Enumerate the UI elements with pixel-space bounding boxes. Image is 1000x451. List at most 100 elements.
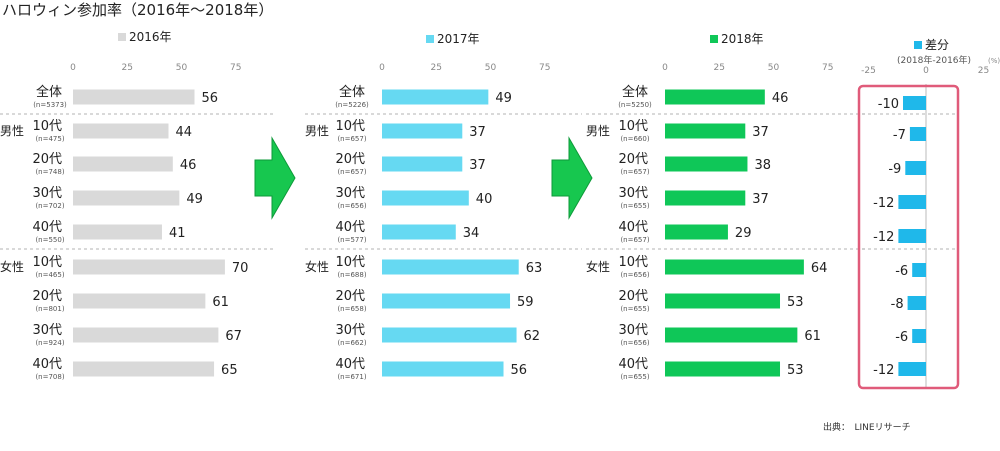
sample-size-label: (n=702) (35, 202, 64, 210)
bar-2017年-7 (382, 327, 517, 343)
x-tick-label: 0 (70, 63, 76, 73)
bar-2017年-2 (382, 156, 463, 172)
legend-label: 差分 (925, 38, 949, 52)
sample-size-label: (n=475) (35, 135, 64, 143)
bar-2016年-6 (73, 293, 206, 309)
x-tick-label: 25 (714, 63, 725, 73)
sample-size-label: (n=5373) (33, 101, 67, 109)
value-label: 44 (175, 125, 192, 140)
group-label-male: 男性 (0, 124, 24, 138)
category-label: 20代 (618, 289, 648, 304)
category-label: 30代 (32, 323, 62, 338)
bar-2018年-2 (665, 156, 748, 172)
value-label: 67 (225, 329, 242, 344)
value-label: 29 (735, 226, 752, 241)
sample-size-label: (n=5250) (618, 101, 652, 109)
group-label-female: 女性 (305, 259, 329, 274)
value-label: 46 (772, 91, 789, 106)
category-label: 40代 (618, 357, 648, 372)
x-tick-label: 0 (923, 66, 929, 76)
diff-bar-8 (898, 362, 926, 376)
value-label: 46 (180, 158, 197, 173)
bar-2017年-6 (382, 293, 511, 309)
x-tick-label: 50 (485, 63, 497, 73)
category-label: 10代 (32, 119, 62, 134)
bar-2017年-1 (382, 123, 463, 139)
value-label: 53 (787, 295, 804, 310)
sample-size-label: (n=657) (620, 168, 649, 176)
diff-value-label: -9 (888, 162, 901, 177)
x-tick-label: 25 (122, 63, 133, 73)
legend-label: 2018年 (721, 32, 764, 46)
page-title: ハロウィン参加率（2016年～2018年） (2, 1, 273, 19)
x-tick-label: 25 (431, 63, 442, 73)
sample-size-label: (n=924) (35, 339, 64, 347)
bar-2016年-1 (73, 123, 169, 139)
value-label: 37 (752, 125, 769, 140)
diff-value-label: -8 (891, 297, 904, 312)
value-label: 61 (212, 295, 229, 310)
value-label: 56 (511, 363, 528, 378)
sample-size-label: (n=660) (620, 135, 649, 143)
legend-swatch-2018年 (710, 35, 718, 43)
sample-size-label: (n=748) (35, 168, 64, 176)
unit-label: (%) (988, 57, 1000, 65)
x-tick-label: 50 (768, 63, 780, 73)
category-label: 30代 (618, 323, 648, 338)
category-label: 全体 (622, 84, 648, 100)
value-label: 53 (787, 363, 804, 378)
sample-size-label: (n=708) (35, 373, 64, 381)
bar-2018年-4 (665, 224, 728, 240)
category-label: 全体 (339, 84, 365, 100)
bar-2018年-3 (665, 190, 746, 206)
bar-2018年-5 (665, 259, 804, 275)
diff-value-label: -10 (878, 97, 899, 112)
value-label: 65 (221, 363, 238, 378)
sample-size-label: (n=655) (620, 305, 649, 313)
bar-2016年-8 (73, 361, 215, 377)
bar-2017年-8 (382, 361, 504, 377)
bar-2018年-7 (665, 327, 798, 343)
category-label: 40代 (335, 357, 365, 372)
category-label: 10代 (335, 255, 365, 270)
category-label: 10代 (32, 255, 62, 270)
value-label: 40 (476, 192, 493, 207)
diff-bar-5 (912, 263, 926, 277)
bar-2016年-5 (73, 259, 225, 275)
x-tick-label: -25 (861, 66, 876, 76)
category-label: 40代 (32, 357, 62, 372)
sample-size-label: (n=655) (620, 202, 649, 210)
category-label: 30代 (335, 323, 365, 338)
sample-size-label: (n=577) (337, 236, 366, 244)
sample-size-label: (n=655) (620, 373, 649, 381)
category-label: 20代 (335, 152, 365, 167)
category-label: 30代 (335, 186, 365, 201)
group-label-male: 男性 (305, 124, 329, 138)
value-label: 38 (754, 158, 771, 173)
value-label: 37 (469, 125, 486, 140)
x-tick-label: 75 (539, 63, 550, 73)
diff-bar-0 (903, 96, 926, 110)
sample-size-label: (n=550) (35, 236, 64, 244)
category-label: 30代 (618, 186, 648, 201)
bar-2017年-3 (382, 190, 469, 206)
category-label: 20代 (335, 289, 365, 304)
arrow-2017-to-2018 (551, 136, 593, 220)
legend-swatch-2016年 (118, 33, 126, 41)
value-label: 37 (469, 158, 486, 173)
group-label-female: 女性 (0, 259, 24, 274)
sample-size-label: (n=801) (35, 305, 64, 313)
bar-2016年-4 (73, 224, 162, 240)
group-label-female: 女性 (586, 259, 610, 274)
sample-size-label: (n=658) (337, 305, 366, 313)
diff-bar-6 (907, 296, 926, 310)
x-tick-label: 0 (379, 63, 385, 73)
sample-size-label: (n=657) (337, 135, 366, 143)
sample-size-label: (n=465) (35, 271, 64, 279)
value-label: 64 (811, 261, 828, 276)
value-label: 70 (232, 261, 249, 276)
category-label: 30代 (32, 186, 62, 201)
bar-2016年-2 (73, 156, 173, 172)
legend-label: 2017年 (437, 32, 480, 46)
